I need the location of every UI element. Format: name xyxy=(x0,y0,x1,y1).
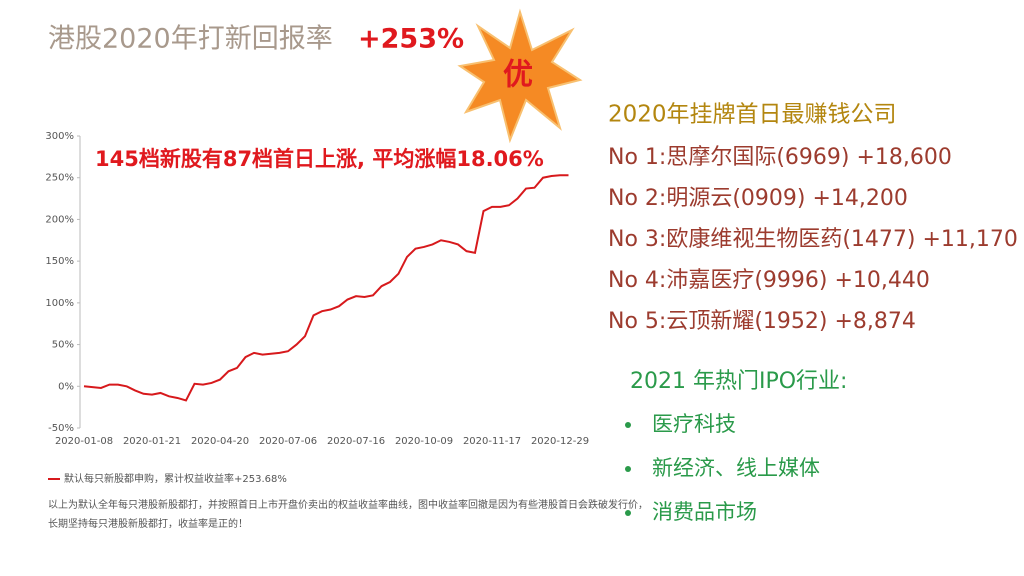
industry-item: 消费品市场 xyxy=(652,500,757,524)
x-tick-label: 2020-07-06 xyxy=(259,436,317,447)
x-tick-label: 2020-01-21 xyxy=(123,436,181,447)
bullet xyxy=(625,466,631,472)
y-tick-label: 0% xyxy=(58,381,74,392)
x-tick-label: 2020-10-09 xyxy=(395,436,453,447)
company-item: No 1:思摩尔国际(6969) +18,600 xyxy=(608,145,952,170)
badge: 优 xyxy=(503,58,533,93)
annotation: 145档新股有87档首日上涨, 平均涨幅18.06% xyxy=(95,147,544,171)
industry-heading: 2021 年热门IPO行业: xyxy=(630,369,847,394)
y-tick-label: 300% xyxy=(45,131,74,142)
y-tick-label: -50% xyxy=(48,423,74,434)
x-tick-label: 2020-04-20 xyxy=(191,436,249,447)
note: 长期坚持每只港股新股都打，收益率是正的！ xyxy=(48,517,248,530)
x-tick-label: 2020-12-29 xyxy=(531,436,589,447)
y-tick-label: 150% xyxy=(45,256,74,267)
y-tick-label: 200% xyxy=(45,214,74,225)
y-tick-label: 50% xyxy=(52,340,74,351)
x-tick-label: 2020-11-17 xyxy=(463,436,521,447)
badge-star xyxy=(457,8,583,144)
y-tick-label: 100% xyxy=(45,298,74,309)
company-item: No 3:欧康维视生物医药(1477) +11,170 xyxy=(608,227,1018,252)
industry-item: 新经济、线上媒体 xyxy=(652,456,820,480)
bullet xyxy=(625,510,631,516)
industry-item: 医疗科技 xyxy=(652,412,736,436)
company-item: No 4:沛嘉医疗(9996) +10,440 xyxy=(608,268,930,293)
bullet xyxy=(625,422,631,428)
x-tick-label: 2020-01-08 xyxy=(55,436,113,447)
company-item: No 5:云顶新耀(1952) +8,874 xyxy=(608,309,916,334)
y-tick-label: 250% xyxy=(45,173,74,184)
heading: 2020年挂牌首日最赚钱公司 xyxy=(608,102,897,128)
company-item: No 2:明源云(0909) +14,200 xyxy=(608,186,908,211)
note: 以上为默认全年每只港股新股都打，并按照首日上市开盘价卖出的权益收益率曲线，图中收… xyxy=(48,498,648,511)
title: 港股2020年打新回报率 xyxy=(48,24,333,55)
legend-label: 默认每只新股都申购，累计权益收益率+253.68% xyxy=(64,472,287,485)
x-tick-label: 2020-07-16 xyxy=(327,436,385,447)
title-highlight: +253% xyxy=(358,24,464,55)
series-line xyxy=(83,174,569,402)
